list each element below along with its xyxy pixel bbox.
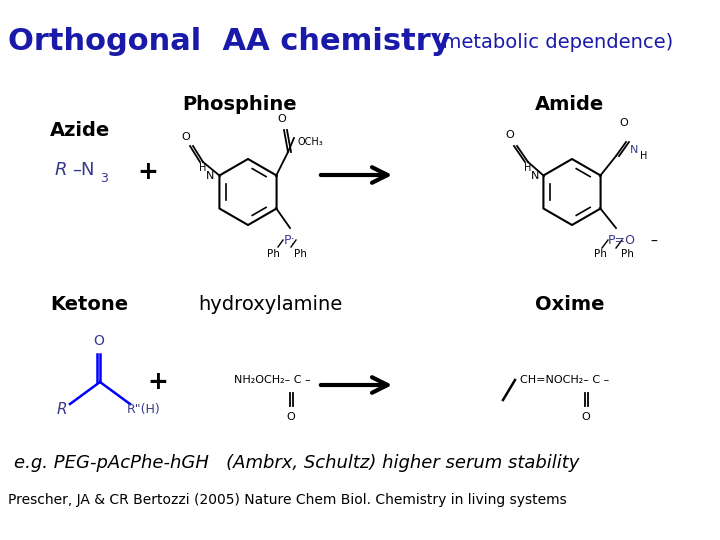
Text: R: R: [57, 402, 67, 417]
Text: O: O: [287, 412, 295, 422]
Text: Ph: Ph: [266, 249, 279, 259]
Text: Orthogonal  AA chemistry: Orthogonal AA chemistry: [8, 28, 451, 57]
Text: N: N: [630, 145, 638, 155]
Text: R: R: [55, 161, 68, 179]
Text: +: +: [138, 160, 158, 184]
Text: –N: –N: [72, 161, 94, 179]
Text: O: O: [94, 334, 104, 348]
Text: e.g. PEG-pAcPhe-hGH   (Ambrx, Schultz) higher serum stability: e.g. PEG-pAcPhe-hGH (Ambrx, Schultz) hig…: [14, 454, 580, 472]
Text: O: O: [582, 412, 590, 422]
Text: P:: P:: [284, 234, 296, 247]
Text: Amide: Amide: [536, 96, 605, 114]
Text: O: O: [620, 118, 629, 128]
Text: OCH₃: OCH₃: [298, 137, 324, 147]
Text: Azide: Azide: [50, 120, 110, 139]
Text: Ph: Ph: [294, 249, 307, 259]
Text: Ketone: Ketone: [50, 295, 128, 314]
Text: Ph: Ph: [593, 249, 606, 259]
Text: Oxime: Oxime: [535, 295, 605, 314]
Text: H: H: [199, 163, 207, 173]
Text: (metabolic dependence): (metabolic dependence): [435, 32, 673, 51]
Text: Phosphine: Phosphine: [183, 96, 297, 114]
Text: H: H: [524, 163, 531, 173]
Text: hydroxylamine: hydroxylamine: [198, 295, 342, 314]
Text: H: H: [640, 151, 648, 161]
Text: –: –: [651, 235, 657, 249]
Text: N: N: [206, 171, 214, 181]
Text: Prescher, JA & CR Bertozzi (2005) Nature Chem Biol. Chemistry in living systems: Prescher, JA & CR Bertozzi (2005) Nature…: [8, 493, 567, 507]
Text: CH=NOCH₂– C –: CH=NOCH₂– C –: [521, 375, 610, 385]
Text: P=O: P=O: [608, 234, 636, 247]
Text: O: O: [505, 130, 514, 140]
Text: O: O: [278, 114, 287, 124]
Text: +: +: [148, 370, 168, 394]
Text: Ph: Ph: [621, 249, 634, 259]
Text: O: O: [181, 132, 190, 142]
Text: R"(H): R"(H): [127, 403, 161, 416]
Text: 3: 3: [100, 172, 108, 185]
Text: NH₂OCH₂– C –: NH₂OCH₂– C –: [234, 375, 310, 385]
Text: N: N: [531, 171, 539, 181]
